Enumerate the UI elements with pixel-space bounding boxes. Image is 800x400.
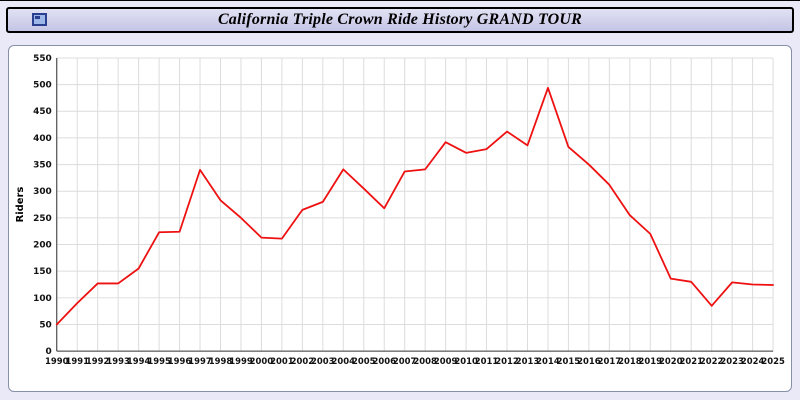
x-tick-label: 2017: [598, 356, 622, 366]
x-tick-label: 2007: [393, 356, 417, 366]
x-tick-label: 2022: [700, 356, 724, 366]
x-tick-label: 2014: [536, 356, 560, 366]
page-title: California Triple Crown Ride History GRA…: [217, 11, 583, 28]
x-tick-label: 2005: [352, 356, 376, 366]
x-tick-label: 2003: [311, 356, 335, 366]
x-tick-label: 1997: [188, 356, 212, 366]
x-tick-label: 1991: [65, 356, 89, 366]
x-tick-label: 2023: [720, 356, 744, 366]
x-tick-label: 2021: [679, 356, 703, 366]
y-tick-label: 250: [33, 214, 52, 224]
x-tick-label: 2002: [291, 356, 315, 366]
y-axis-title: Riders: [15, 187, 26, 223]
x-tick-label: 2011: [475, 356, 499, 366]
x-tick-label: 2008: [413, 356, 437, 366]
x-tick-label: 2009: [434, 356, 458, 366]
chart-panel: 0 50 100 150 200 250 300 350 400 450 500 550 1990 199…: [8, 45, 792, 392]
x-tick-label: 2013: [516, 356, 540, 366]
y-tick-label: 550: [33, 54, 52, 64]
y-tick-label: 300: [33, 187, 52, 197]
x-tick-label: 1994: [127, 356, 151, 366]
y-tick-label: 400: [33, 134, 52, 144]
x-tick-label: 2000: [250, 356, 274, 366]
x-tick-label: 2016: [577, 356, 601, 366]
x-tick-label: 2024: [741, 356, 765, 366]
y-tick-label: 50: [39, 320, 51, 330]
x-tick-label: 1999: [229, 356, 253, 366]
x-tick-label: 2001: [270, 356, 294, 366]
x-tick-label: 2015: [557, 356, 581, 366]
x-tick-label: 1990: [45, 356, 69, 366]
chart-svg: 0501001502002503003504004505005501990199…: [15, 54, 785, 366]
y-tick-label: 350: [33, 161, 52, 171]
x-tick-label: 1995: [147, 356, 171, 366]
y-tick-label: 200: [33, 240, 52, 250]
ride-series-line: [55, 86, 774, 326]
x-tick-label: 1993: [106, 356, 130, 366]
app-window-icon: [32, 13, 47, 26]
y-tick-label: 450: [33, 107, 52, 117]
x-tick-label: 2025: [761, 356, 785, 366]
x-tick-label: 2006: [372, 356, 396, 366]
x-tick-label: 2019: [639, 356, 663, 366]
x-tick-label: 2010: [454, 356, 478, 366]
x-tick-label: 1992: [86, 356, 110, 366]
title-bar: California Triple Crown Ride History GRA…: [6, 7, 794, 33]
y-tick-label: 500: [33, 81, 52, 91]
x-tick-label: 1996: [168, 356, 192, 366]
x-tick-label: 2020: [659, 356, 683, 366]
x-tick-label: 2018: [618, 356, 642, 366]
y-tick-label: 0: [46, 347, 52, 357]
y-tick-label: 100: [33, 294, 52, 304]
y-tick-label: 150: [33, 267, 52, 277]
x-tick-label: 1998: [209, 356, 233, 366]
x-tick-label: 2004: [332, 356, 356, 366]
x-tick-label: 2012: [495, 356, 519, 366]
